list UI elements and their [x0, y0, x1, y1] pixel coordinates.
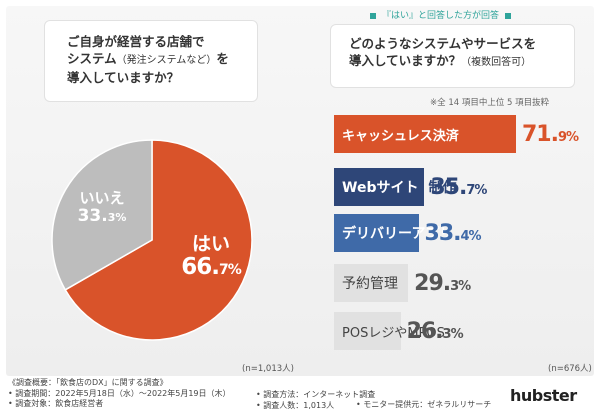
- footer-line-3: • 調査対象：飲食店経営者: [8, 399, 104, 408]
- bar-delivery-box: デリバリーアプリ: [334, 214, 453, 252]
- bar-website: Webサイト 制作 35.7%: [334, 168, 487, 206]
- bar-cashless: キャッシュレス決済 71.9%: [334, 115, 579, 153]
- right-question-text: どのようなシステムやサービスを 導入していますか？（複数回答可）: [349, 36, 537, 68]
- footer-line-1: 《調査概要：「飲食店のDX」に関する調査》: [8, 378, 168, 387]
- survey-footer-col2: • 調査方法：インターネット調査 • 調査人数：1,013人: [256, 390, 375, 411]
- bar-delivery-value: 33.4%: [424, 220, 482, 246]
- pie-slice-yes: [64, 139, 253, 341]
- bar-pos: POSレジやMPOS 26.3%: [334, 312, 464, 350]
- footer-col2-line-2: • 調査人数：1,013人: [256, 400, 335, 410]
- right-question-box: どのようなシステムやサービスを 導入していますか？（複数回答可）: [330, 24, 575, 88]
- answer-legend: 『はい』と回答した方が回答: [364, 8, 517, 21]
- bar-pos-box: POSレジやMPOS: [334, 312, 445, 350]
- bar-reservation-value: 29.3%: [414, 270, 471, 296]
- bar-cashless-box: キャッシュレス決済: [334, 115, 516, 153]
- footer-col3-line: • モニター提供元：ゼネラルリサーチ: [356, 400, 492, 409]
- bar-website-value: 35.7%: [430, 174, 487, 200]
- left-question-text: ご自身が経営する店舗で システム（発注システムなど）を 導入していますか？: [67, 34, 229, 85]
- bar-delivery: デリバリーアプリ 33.4%: [334, 214, 482, 252]
- footer-line-2: • 調査期間：2022年5月18日（水）～2022年5月19日（木）: [8, 388, 231, 398]
- hubster-logo: hubster: [510, 386, 577, 405]
- left-n-label: (n=1,013人): [242, 364, 294, 374]
- left-question-box: ご自身が経営する店舗で システム（発注システムなど）を 導入していますか？: [44, 20, 258, 102]
- bar-reservation: 予約管理 29.3%: [334, 264, 471, 302]
- right-n-label: (n=676人): [548, 364, 592, 374]
- pie-label-yes: はい 66.7%: [181, 233, 242, 280]
- bar-pos-value: 26.3%: [406, 318, 464, 344]
- survey-footer: 《調査概要：「飲食店のDX」に関する調査》 • 調査期間：2022年5月18日（…: [8, 378, 231, 410]
- pie-slice-no: [51, 139, 153, 291]
- items-note: ※全 14 項目中上位 5 項目抜粋: [430, 98, 550, 108]
- footer-col2-line-1: • 調査方法：インターネット調査: [256, 390, 376, 399]
- survey-footer-col3: • モニター提供元：ゼネラルリサーチ: [356, 400, 491, 411]
- bar-cashless-value: 71.9%: [522, 121, 579, 147]
- bar-website-box: Webサイト 制作: [334, 168, 456, 206]
- bar-reservation-box: 予約管理: [334, 264, 409, 302]
- pie-label-no: いいえ 33.3%: [77, 189, 127, 226]
